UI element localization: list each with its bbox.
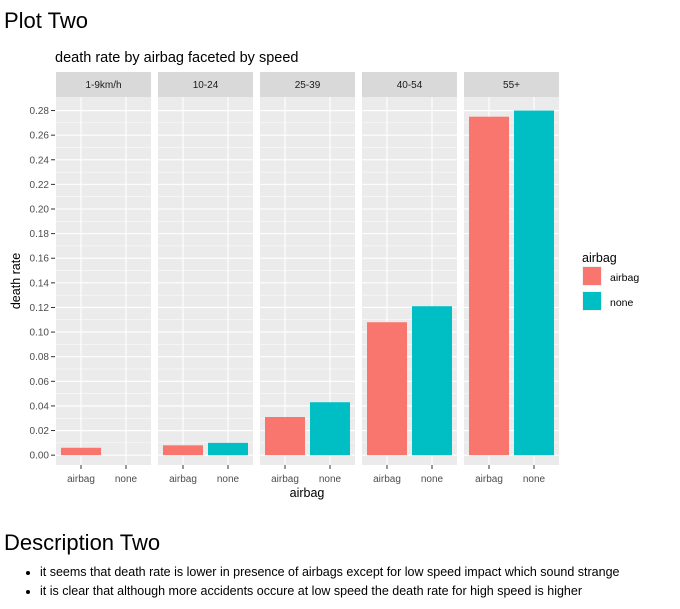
chart-title: death rate by airbag faceted by speed xyxy=(55,50,298,66)
legend-label-none: none xyxy=(610,297,634,309)
x-tick-label: none xyxy=(523,474,546,485)
y-tick-label: 0.16 xyxy=(30,254,50,265)
y-tick-label: 0.20 xyxy=(30,205,50,216)
bar-none xyxy=(514,110,554,456)
x-tick-label: airbag xyxy=(475,474,503,485)
facet-panel xyxy=(158,97,253,465)
x-axis-label: airbag xyxy=(290,486,325,500)
legend-swatch-none xyxy=(583,292,601,310)
y-tick-label: 0.04 xyxy=(30,401,50,412)
y-tick-label: 0.14 xyxy=(30,278,50,289)
facet-label: 55+ xyxy=(503,80,520,91)
facet-panel xyxy=(56,97,151,465)
y-tick-label: 0.26 xyxy=(30,131,50,142)
facet-strip xyxy=(260,72,355,97)
legend-label-airbag: airbag xyxy=(610,272,639,284)
facet-label: 40-54 xyxy=(397,80,423,91)
x-tick-label: airbag xyxy=(271,474,299,485)
facet-label: 25-39 xyxy=(295,80,321,91)
y-tick-label: 0.18 xyxy=(30,229,50,240)
legend-swatch-airbag xyxy=(583,267,601,285)
x-tick-label: none xyxy=(115,474,138,485)
x-tick-label: airbag xyxy=(373,474,401,485)
y-tick-label: 0.12 xyxy=(30,303,50,314)
y-tick-label: 0.22 xyxy=(30,180,50,191)
facet-label: 1-9km/h xyxy=(85,80,121,91)
bar-airbag xyxy=(163,445,203,456)
legend: airbag airbag none xyxy=(582,251,639,311)
y-tick-label: 0.06 xyxy=(30,377,50,388)
bar-none xyxy=(208,442,248,456)
x-tick-label: none xyxy=(421,474,444,485)
description-item: it is clear that although more accidents… xyxy=(40,582,619,601)
y-tick-label: 0.00 xyxy=(30,451,50,462)
faceted-bar-chart: death rate by airbag faceted by speed de… xyxy=(9,50,639,500)
x-tick-label: none xyxy=(319,474,342,485)
bar-none xyxy=(310,402,350,456)
y-tick-label: 0.10 xyxy=(30,328,50,339)
y-tick-label: 0.28 xyxy=(30,106,50,117)
y-axis-label: death rate xyxy=(9,253,23,309)
bar-airbag xyxy=(469,116,509,456)
description-heading: Description Two xyxy=(4,530,161,555)
facet-strip xyxy=(464,72,559,97)
y-tick-label: 0.02 xyxy=(30,426,50,437)
x-tick-label: airbag xyxy=(169,474,197,485)
y-tick-label: 0.08 xyxy=(30,352,50,363)
facet-strip xyxy=(158,72,253,97)
description-list: it seems that death rate is lower in pre… xyxy=(22,563,619,601)
x-tick-label: none xyxy=(217,474,240,485)
x-tick-label: airbag xyxy=(67,474,95,485)
y-tick-label: 0.24 xyxy=(30,155,50,166)
bar-airbag xyxy=(61,447,101,456)
facet-strip xyxy=(56,72,151,97)
description-item: it seems that death rate is lower in pre… xyxy=(40,563,619,582)
facet-label: 10-24 xyxy=(193,80,219,91)
bar-airbag xyxy=(367,322,407,456)
facet-strip xyxy=(362,72,457,97)
bar-airbag xyxy=(265,417,305,456)
plot-heading: Plot Two xyxy=(4,8,88,33)
legend-title: airbag xyxy=(582,251,617,265)
bar-none xyxy=(412,306,452,456)
